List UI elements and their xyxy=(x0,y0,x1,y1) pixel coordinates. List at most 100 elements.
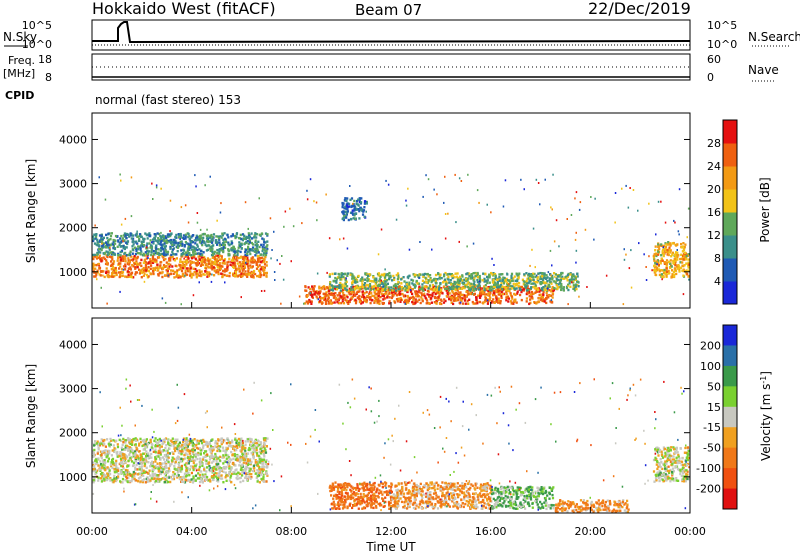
power-echo-cell xyxy=(216,259,220,263)
power-echo-cell xyxy=(145,244,148,247)
velocity-echo-cell xyxy=(201,473,204,476)
velocity-echo-cell xyxy=(208,478,211,481)
power-echo-cell xyxy=(134,273,137,276)
power-echo-cell xyxy=(353,279,356,282)
power-echo-cell xyxy=(471,300,474,304)
power-echo-cell xyxy=(565,286,569,290)
velocity-echo-cell xyxy=(153,439,156,443)
power-echo-cell xyxy=(134,266,137,269)
power-echo-cell xyxy=(466,299,469,303)
power-echo-cell xyxy=(172,269,175,272)
power-echo-cell xyxy=(107,240,110,243)
power-echo-cell xyxy=(454,289,457,292)
power-echo-cell xyxy=(104,198,107,201)
power-echo-cell xyxy=(192,253,195,256)
power-echo-cell xyxy=(346,296,349,299)
power-echo-cell xyxy=(520,290,523,294)
power-echo-cell xyxy=(440,276,443,280)
power-echo-cell xyxy=(109,251,112,254)
power-echo-cell xyxy=(108,255,112,258)
velocity-echo-cell xyxy=(252,464,255,467)
velocity-echo-cell xyxy=(165,466,168,470)
power-echo-cell xyxy=(676,249,678,251)
velocity-echo-cell xyxy=(219,445,222,448)
power-echo-cell xyxy=(417,287,421,290)
velocity-echo-cell xyxy=(136,449,139,452)
velocity-echo-cell xyxy=(240,466,243,470)
power-echo-cell xyxy=(513,298,516,302)
velocity-echo-cell xyxy=(260,473,263,476)
power-echo-cell xyxy=(156,232,159,235)
power-echo-cell xyxy=(335,280,338,283)
power-echo-cell xyxy=(173,259,177,262)
power-echo-cell xyxy=(408,274,411,277)
power-echo-cell xyxy=(164,249,167,252)
power-echo-cell xyxy=(145,233,148,237)
power-echo-cell xyxy=(234,270,238,274)
power-echo-cell xyxy=(335,278,338,281)
power-echo-cell xyxy=(357,208,360,211)
power-echo-cell xyxy=(187,235,190,239)
power-echo-cell xyxy=(222,238,225,242)
power-echo-cell xyxy=(548,288,551,292)
power-echo-cell xyxy=(129,268,132,271)
power-echo-cell xyxy=(517,284,520,288)
power-echo-cell xyxy=(350,218,353,221)
power-echo-cell xyxy=(651,269,653,272)
power-echo-cell xyxy=(666,261,669,265)
power-echo-cell xyxy=(450,294,453,298)
power-echo-cell xyxy=(374,292,377,295)
power-echo-cell xyxy=(553,272,556,275)
power-echo-cell xyxy=(573,289,576,292)
power-echo-cell xyxy=(192,267,195,270)
power-echo-cell xyxy=(654,270,657,273)
power-echo-cell xyxy=(665,274,668,277)
power-echo-cell xyxy=(349,273,352,276)
power-echo-cell xyxy=(662,252,665,255)
power-echo-cell xyxy=(240,296,242,299)
power-echo-cell xyxy=(149,239,152,242)
power-echo-cell xyxy=(531,274,534,277)
power-echo-cell xyxy=(358,198,361,202)
velocity-echo-cell xyxy=(234,437,237,440)
power-echo-cell xyxy=(438,286,441,289)
power-echo-cell xyxy=(133,246,137,249)
power-echo-cell xyxy=(571,281,573,284)
power-echo-cell xyxy=(539,203,541,206)
velocity-echo-cell xyxy=(220,468,223,472)
power-echo-cell xyxy=(350,197,354,200)
power-echo-cell xyxy=(378,279,381,283)
power-echo-cell xyxy=(523,283,526,286)
power-echo-cell xyxy=(393,278,396,281)
power-echo-cell xyxy=(399,300,402,303)
power-echo-cell xyxy=(103,275,106,279)
power-echo-cell xyxy=(262,254,265,257)
power-echo-cell xyxy=(223,258,227,261)
velocity-echo-cell xyxy=(173,475,176,478)
power-echo-cell xyxy=(249,264,252,267)
power-echo-cell xyxy=(139,248,142,251)
power-echo-cell xyxy=(262,260,265,263)
power-echo-cell xyxy=(213,274,216,277)
power-echo-cell xyxy=(590,196,592,198)
power-echo-cell xyxy=(155,244,158,247)
power-ytick-label: 4000 xyxy=(59,133,87,146)
power-echo-cell xyxy=(312,288,315,291)
power-echo-cell xyxy=(373,279,376,282)
power-echo-cell xyxy=(438,292,441,296)
power-echo-cell xyxy=(655,269,659,272)
power-echo-cell xyxy=(142,252,145,256)
power-echo-cell xyxy=(112,246,115,250)
power-echo-cell xyxy=(179,258,182,261)
power-echo-cell xyxy=(254,244,257,247)
velocity-echo-cell xyxy=(217,476,220,480)
power-echo-cell xyxy=(198,248,201,251)
power-echo-cell xyxy=(334,292,337,295)
power-echo-cell xyxy=(485,279,488,283)
velocity-echo-cell xyxy=(162,438,165,442)
power-colorbar-tick: 12 xyxy=(707,229,721,242)
power-echo-cell xyxy=(122,265,126,268)
power-echo-cell xyxy=(678,233,680,236)
velocity-echo-cell xyxy=(135,448,138,451)
velocity-echo-cell xyxy=(249,440,252,443)
